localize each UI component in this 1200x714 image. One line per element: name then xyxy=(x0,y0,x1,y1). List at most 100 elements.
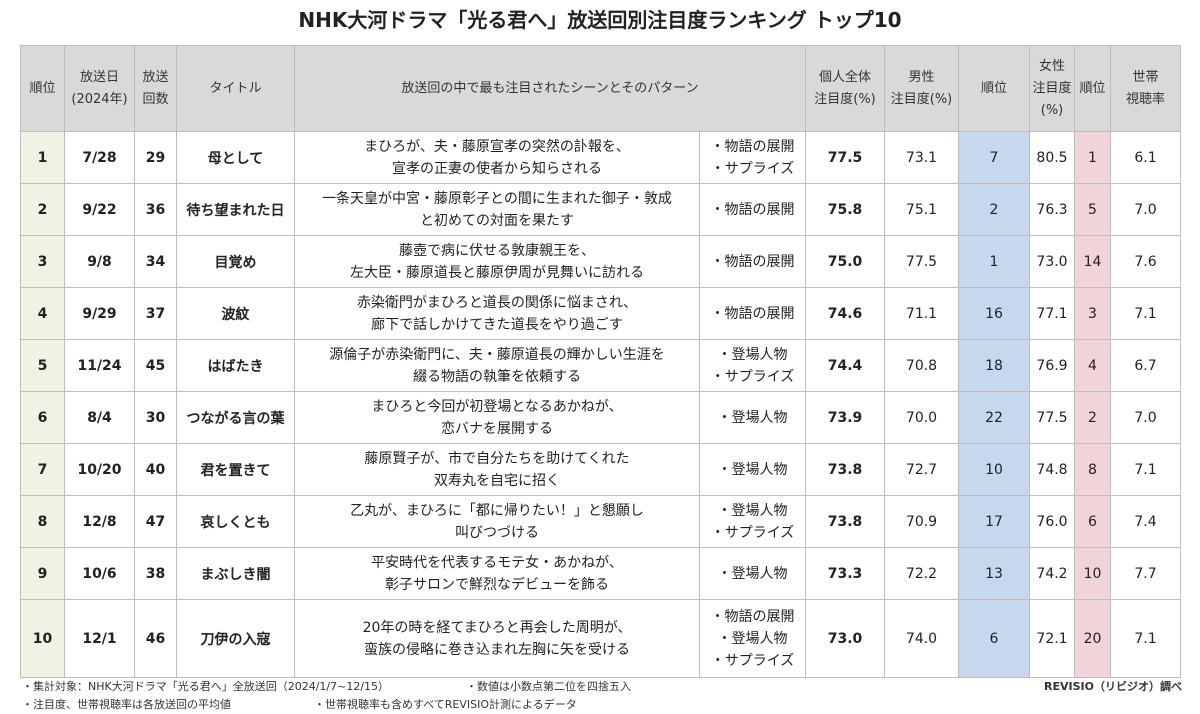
header-male-rank: 順位 xyxy=(958,45,1030,132)
female-attention-cell: 74.8 xyxy=(1029,443,1075,496)
date-cell: 8/4 xyxy=(64,391,135,444)
table-row: 1 7/28 29 母として まひろが、夫・藤原宣孝の突然の訃報を、 宣孝の正妻の使者から… xyxy=(20,131,1181,184)
personal-attention-cell: 74.6 xyxy=(805,287,885,340)
household-rating-cell: 7.1 xyxy=(1110,599,1181,678)
pattern-cell: ・登場人物 xyxy=(699,547,806,600)
table-row: 4 9/29 37 波紋 赤染衛門がまひろと道長の関係に悩まされ、 廊下で話しかけてきた道… xyxy=(20,287,1181,340)
date-cell: 10/6 xyxy=(64,547,135,600)
date-cell: 11/24 xyxy=(64,339,135,392)
female-rank-cell: 14 xyxy=(1074,235,1111,288)
chart-title: NHK大河ドラマ「光る君へ」放送回別注目度ランキング トップ10 xyxy=(298,8,902,32)
episode-cell: 47 xyxy=(134,495,177,548)
header-female: 女性 注目度(%) xyxy=(1029,45,1075,132)
household-rating-cell: 6.1 xyxy=(1110,131,1181,184)
personal-attention-cell: 75.0 xyxy=(805,235,885,288)
male-attention-cell: 72.7 xyxy=(884,443,959,496)
female-rank-cell: 4 xyxy=(1074,339,1111,392)
title-cell: 波紋 xyxy=(176,287,295,340)
male-rank-cell: 7 xyxy=(958,131,1030,184)
pattern-cell: ・登場人物 xyxy=(699,391,806,444)
female-attention-cell: 76.3 xyxy=(1029,183,1075,236)
female-attention-cell: 80.5 xyxy=(1029,131,1075,184)
female-rank-cell: 2 xyxy=(1074,391,1111,444)
scene-cell: 赤染衛門がまひろと道長の関係に悩まされ、 廊下で話しかけてきた道長をやり過ごす xyxy=(294,287,700,340)
header-household: 世帯 視聴率 xyxy=(1110,45,1181,132)
pattern-cell: ・登場人物 ・サプライズ xyxy=(699,339,806,392)
female-rank-cell: 5 xyxy=(1074,183,1111,236)
pattern-cell: ・登場人物 xyxy=(699,443,806,496)
header-personal: 個人全体 注目度(%) xyxy=(805,45,885,132)
male-rank-cell: 6 xyxy=(958,599,1030,678)
female-attention-cell: 76.9 xyxy=(1029,339,1075,392)
date-cell: 12/8 xyxy=(64,495,135,548)
household-rating-cell: 7.0 xyxy=(1110,391,1181,444)
header-row: 順位 放送日 (2024年) 放送 回数 タイトル 放送回の中で最も注目されたシーン… xyxy=(20,45,1181,132)
header-episode: 放送 回数 xyxy=(134,45,177,132)
female-rank-cell: 1 xyxy=(1074,131,1111,184)
household-rating-cell: 7.6 xyxy=(1110,235,1181,288)
title-cell: 君を置きて xyxy=(176,443,295,496)
episode-cell: 30 xyxy=(134,391,177,444)
date-cell: 10/20 xyxy=(64,443,135,496)
personal-attention-cell: 73.3 xyxy=(805,547,885,600)
personal-attention-cell: 73.0 xyxy=(805,599,885,678)
header-title: タイトル xyxy=(176,45,295,132)
title-cell: まぶしき闇 xyxy=(176,547,295,600)
table-row: 9 10/6 38 まぶしき闇 平安時代を代表するモテ女・あかねが、 彰子サロンで鮮烈なデ… xyxy=(20,547,1181,600)
note-measurement: ・世帯視聴率も含めすべてREVISIO計測によるデータ xyxy=(314,698,577,711)
header-date: 放送日 (2024年) xyxy=(64,45,135,132)
table-row: 2 9/22 36 待ち望まれた日 一条天皇が中宮・藤原彰子との間に生まれた御子・敦成と… xyxy=(20,183,1181,236)
rank-cell: 4 xyxy=(20,287,65,340)
title-cell: 哀しくとも xyxy=(176,495,295,548)
date-cell: 9/22 xyxy=(64,183,135,236)
table-row: 3 9/8 34 目覚め 藤壺で病に伏せる敦康親王を、 左大臣・藤原道長と藤原伊周が見舞い… xyxy=(20,235,1181,288)
rank-cell: 1 xyxy=(20,131,65,184)
pattern-cell: ・物語の展開 xyxy=(699,183,806,236)
rank-cell: 7 xyxy=(20,443,65,496)
table-row: 10 12/1 46 刀伊の入寇 20年の時を経てまひろと再会した周明が、 蛮族の侵略に巻… xyxy=(20,599,1181,678)
rank-cell: 10 xyxy=(20,599,65,678)
male-attention-cell: 72.2 xyxy=(884,547,959,600)
pattern-cell: ・物語の展開 xyxy=(699,287,806,340)
female-rank-cell: 3 xyxy=(1074,287,1111,340)
scene-cell: まひろと今回が初登場となるあかねが、 恋バナを展開する xyxy=(294,391,700,444)
table-row: 8 12/8 47 哀しくとも 乙丸が、まひろに「都に帰りたい！」と懇願し 叫びつづける・… xyxy=(20,495,1181,548)
scene-cell: まひろが、夫・藤原宣孝の突然の訃報を、 宣孝の正妻の使者から知らされる xyxy=(294,131,700,184)
footnotes: ・集計対象：NHK大河ドラマ「光る君へ」全放送回（2024/1/7~12/15）… xyxy=(22,678,1182,714)
header-scene: 放送回の中で最も注目されたシーンとそのパターン xyxy=(294,45,806,132)
source-credit: REVISIO（リビジオ）調べ xyxy=(1044,680,1182,693)
male-rank-cell: 18 xyxy=(958,339,1030,392)
rank-cell: 3 xyxy=(20,235,65,288)
male-rank-cell: 17 xyxy=(958,495,1030,548)
household-rating-cell: 7.1 xyxy=(1110,287,1181,340)
rank-cell: 2 xyxy=(20,183,65,236)
male-rank-cell: 1 xyxy=(958,235,1030,288)
scene-cell: 平安時代を代表するモテ女・あかねが、 彰子サロンで鮮烈なデビューを飾る xyxy=(294,547,700,600)
pattern-cell: ・物語の展開 ・サプライズ xyxy=(699,131,806,184)
pattern-cell: ・登場人物 ・サプライズ xyxy=(699,495,806,548)
rank-cell: 8 xyxy=(20,495,65,548)
rank-cell: 5 xyxy=(20,339,65,392)
table-row: 5 11/24 45 はばたき 源倫子が赤染衛門に、夫・藤原道長の輝かしい生涯を 綴る物語… xyxy=(20,339,1181,392)
episode-cell: 37 xyxy=(134,287,177,340)
female-attention-cell: 77.1 xyxy=(1029,287,1075,340)
male-rank-cell: 2 xyxy=(958,183,1030,236)
title-cell: 刀伊の入寇 xyxy=(176,599,295,678)
male-attention-cell: 73.1 xyxy=(884,131,959,184)
female-attention-cell: 77.5 xyxy=(1029,391,1075,444)
male-attention-cell: 71.1 xyxy=(884,287,959,340)
pattern-cell: ・物語の展開 xyxy=(699,235,806,288)
female-rank-cell: 8 xyxy=(1074,443,1111,496)
household-rating-cell: 6.7 xyxy=(1110,339,1181,392)
note-average: ・注目度、世帯視聴率は各放送回の平均値 xyxy=(22,698,231,711)
household-rating-cell: 7.7 xyxy=(1110,547,1181,600)
male-attention-cell: 70.0 xyxy=(884,391,959,444)
header-female-rank: 順位 xyxy=(1074,45,1111,132)
personal-attention-cell: 74.4 xyxy=(805,339,885,392)
female-rank-cell: 10 xyxy=(1074,547,1111,600)
scene-cell: 一条天皇が中宮・藤原彰子との間に生まれた御子・敦成 と初めての対面を果たす xyxy=(294,183,700,236)
note-rounding: ・数値は小数点第二位を四捨五入 xyxy=(466,680,631,693)
female-attention-cell: 74.2 xyxy=(1029,547,1075,600)
episode-cell: 46 xyxy=(134,599,177,678)
table-row: 6 8/4 30 つながる言の葉 まひろと今回が初登場となるあかねが、 恋バナを展開する・… xyxy=(20,391,1181,444)
